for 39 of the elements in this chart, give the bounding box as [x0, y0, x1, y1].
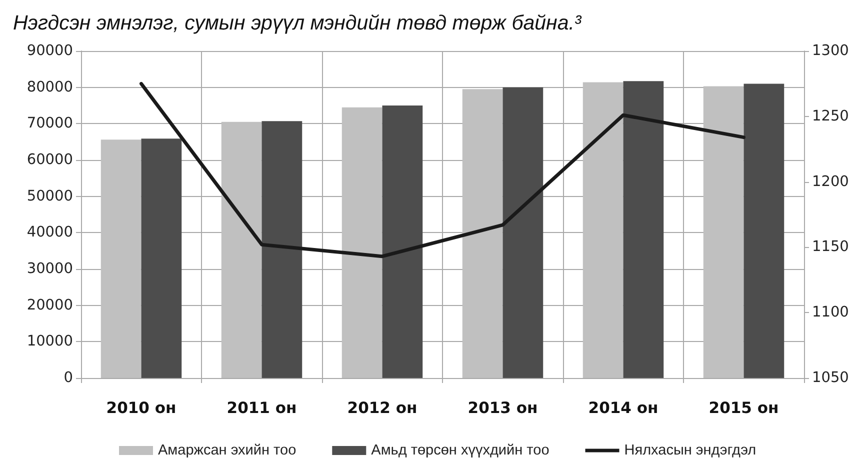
y-tick-label: 50000 — [26, 188, 73, 204]
x-tick-label: 2013 он — [468, 399, 538, 417]
bar — [141, 138, 182, 378]
y-tick-label: 40000 — [26, 224, 73, 241]
bar — [462, 89, 503, 378]
bar — [262, 121, 302, 378]
y-tick-label: 90000 — [26, 43, 73, 59]
y2-tick-label: 1150 — [812, 239, 849, 256]
bar — [342, 107, 382, 378]
y-tick-label: 0 — [64, 370, 73, 386]
x-tick-label: 2011 он — [226, 399, 297, 417]
bar — [100, 140, 142, 378]
y-tick-label: 70000 — [26, 116, 73, 132]
y2-tick-label: 1100 — [812, 304, 849, 321]
bar — [502, 87, 544, 378]
x-tick-label: 2012 он — [347, 399, 418, 417]
chart-title: Нэгдсэн эмнэлэг, сумын эрүүл мэндийн төвд төрж байна.³ — [13, 12, 582, 34]
x-tick-label: 2010 он — [106, 399, 176, 417]
bar — [582, 82, 624, 378]
bar — [221, 122, 262, 378]
y2-tick-label: 1200 — [812, 174, 849, 190]
y-tick-label: 30000 — [26, 261, 73, 277]
bar — [703, 86, 744, 378]
y-tick-label: 20000 — [26, 297, 73, 314]
line-series — [140, 82, 746, 258]
legend-label: Амаржсан эхийн тоо — [158, 442, 296, 458]
y-tick-label: 10000 — [26, 334, 73, 350]
x-tick-label: 2014 он — [588, 399, 658, 417]
y2-tick-label: 1300 — [812, 43, 849, 59]
bar — [623, 81, 664, 378]
x-tick-label: 2015 он — [708, 399, 779, 417]
y-tick-label: 80000 — [26, 79, 73, 96]
bar — [744, 84, 784, 378]
y2-tick-label: 1250 — [812, 108, 849, 124]
legend-label: Амьд төрсөн хүүхдийн тоо — [371, 442, 550, 458]
y2-tick-label: 1050 — [812, 370, 849, 386]
bar — [382, 106, 423, 378]
legend-label: Нялхасын эндэгдэл — [624, 442, 756, 458]
y-tick-label: 60000 — [26, 152, 73, 168]
